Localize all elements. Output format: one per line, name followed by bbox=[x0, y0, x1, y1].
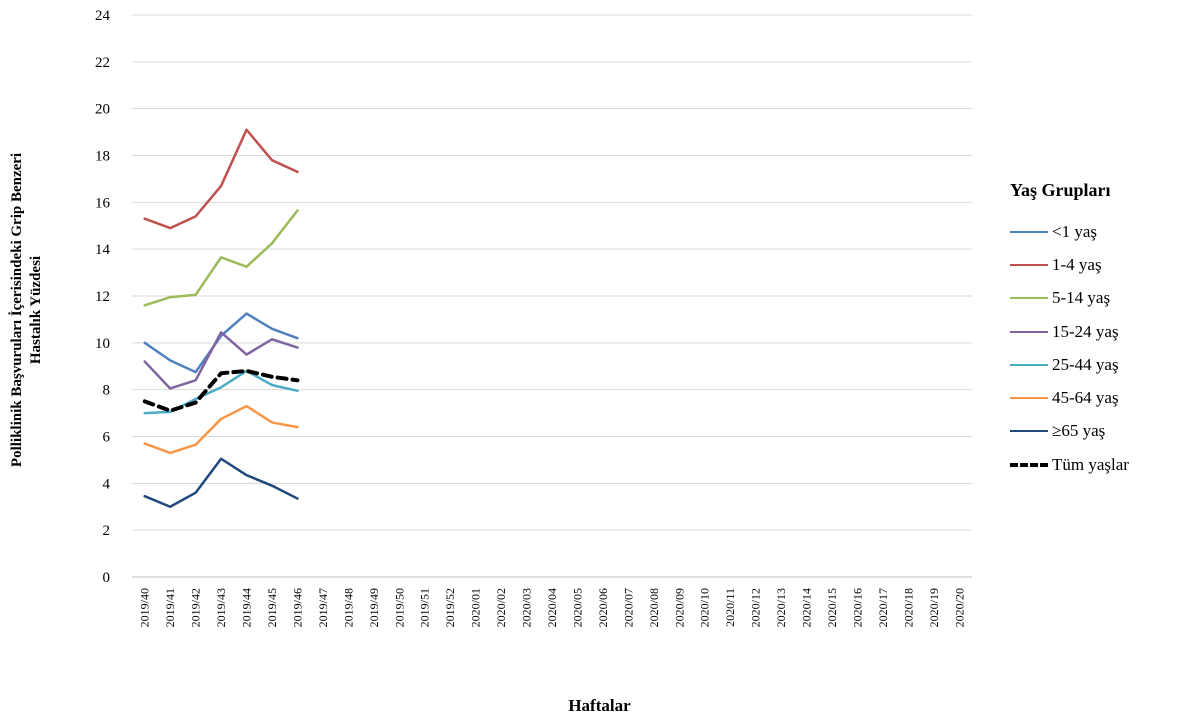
x-tick-label: 2020/12 bbox=[749, 588, 763, 627]
x-tick-label: 2020/02 bbox=[494, 588, 508, 627]
series-line bbox=[143, 369, 299, 415]
y-tick-label: 4 bbox=[103, 476, 111, 492]
x-tick-label: 2019/47 bbox=[316, 588, 330, 627]
legend-item: 45-64 yaş bbox=[1010, 381, 1195, 414]
legend-label: ≥65 yaş bbox=[1052, 421, 1106, 441]
x-tick-label: 2019/49 bbox=[367, 588, 381, 627]
legend: Yaş Grupları <1 yaş 1-4 yaş 5-14 yaş 15-24 … bbox=[1010, 180, 1195, 481]
x-tick-label: 2020/05 bbox=[570, 588, 584, 627]
legend-item: 5-14 yaş bbox=[1010, 282, 1195, 315]
x-tick-label: 2020/06 bbox=[596, 588, 610, 627]
legend-swatch bbox=[1010, 297, 1048, 300]
x-tick-label: 2020/03 bbox=[520, 588, 534, 627]
legend-swatch bbox=[1010, 462, 1048, 467]
x-tick-label: 2020/01 bbox=[469, 588, 483, 627]
y-axis-title-line-1: Polliklinik Başvuruları İçerisindeki Gri… bbox=[9, 152, 25, 468]
legend-label: <1 yaş bbox=[1052, 221, 1097, 241]
y-tick-label: 0 bbox=[103, 570, 111, 586]
y-tick-label: 10 bbox=[95, 336, 110, 352]
x-tick-label: 2019/44 bbox=[240, 588, 254, 627]
x-tick-label: 2019/46 bbox=[290, 588, 304, 627]
y-tick-label: 24 bbox=[95, 8, 111, 24]
y-tick-label: 12 bbox=[95, 289, 110, 305]
legend-label: Tüm yaşlar bbox=[1052, 454, 1129, 474]
x-tick-label: 2020/11 bbox=[723, 588, 737, 627]
x-tick-label: 2020/16 bbox=[850, 588, 864, 627]
y-axis-title-line-2: Hastalık Yüzdesi bbox=[28, 255, 44, 365]
legend-swatch bbox=[1010, 397, 1048, 400]
legend-swatch bbox=[1010, 363, 1048, 366]
legend-title: Yaş Grupları bbox=[1010, 180, 1111, 200]
series-line bbox=[143, 404, 299, 455]
y-tick-label: 2 bbox=[103, 523, 111, 539]
legend-item: ≥65 yaş bbox=[1010, 415, 1195, 448]
y-tick-label: 18 bbox=[95, 149, 110, 165]
x-tick-label: 2020/07 bbox=[621, 588, 635, 627]
legend-label: 25-44 yaş bbox=[1052, 354, 1119, 374]
x-tick-label: 2020/04 bbox=[545, 588, 559, 627]
y-tick-label: 8 bbox=[103, 383, 111, 399]
x-tick-label: 2019/50 bbox=[392, 588, 406, 627]
y-tick-label: 14 bbox=[95, 242, 111, 258]
x-tick-label: 2019/51 bbox=[418, 588, 432, 627]
x-tick-label: 2019/40 bbox=[138, 588, 152, 627]
y-axis-title: Polliklinik Başvuruları İçerisindeki Gri… bbox=[0, 0, 44, 467]
x-tick-label: 2020/19 bbox=[927, 588, 941, 627]
legend-item: <1 yaş bbox=[1010, 215, 1195, 248]
x-tick-label: 2020/08 bbox=[647, 588, 661, 627]
legend-item: Tüm yaşlar bbox=[1010, 448, 1195, 481]
series-line bbox=[143, 128, 299, 230]
x-tick-label: 2019/41 bbox=[163, 588, 177, 627]
x-tick-label: 2019/42 bbox=[189, 588, 203, 627]
legend-swatch bbox=[1010, 230, 1048, 233]
legend-swatch bbox=[1010, 430, 1048, 433]
legend-label: 45-64 yaş bbox=[1052, 388, 1119, 408]
x-tick-label: 2019/43 bbox=[214, 588, 228, 627]
series-line bbox=[143, 457, 299, 508]
x-tick-label: 2020/18 bbox=[901, 588, 915, 627]
y-tick-label: 22 bbox=[95, 55, 110, 71]
legend-label: 1-4 yaş bbox=[1052, 254, 1102, 274]
x-tick-label: 2020/17 bbox=[876, 588, 890, 627]
y-tick-label: 6 bbox=[103, 430, 111, 446]
x-tick-label: 2019/48 bbox=[341, 588, 355, 627]
x-tick-label: 2020/09 bbox=[672, 588, 686, 627]
x-tick-label: 2020/13 bbox=[774, 588, 788, 627]
y-tick-label: 20 bbox=[95, 102, 110, 118]
x-tick-label: 2020/20 bbox=[952, 588, 966, 627]
legend-swatch bbox=[1010, 263, 1048, 266]
x-tick-label: 2019/45 bbox=[265, 588, 279, 627]
y-tick-label: 16 bbox=[95, 195, 111, 211]
x-axis-title: Haftalar bbox=[568, 696, 631, 715]
legend-label: 15-24 yaş bbox=[1052, 321, 1119, 341]
x-tick-label: 2020/14 bbox=[800, 588, 814, 627]
legend-item: 1-4 yaş bbox=[1010, 248, 1195, 281]
legend-swatch bbox=[1010, 330, 1048, 333]
series-line bbox=[143, 209, 299, 307]
x-tick-label: 2020/15 bbox=[825, 588, 839, 627]
series-line bbox=[142, 368, 300, 413]
legend-item: 15-24 yaş bbox=[1010, 315, 1195, 348]
legend-item: 25-44 yaş bbox=[1010, 348, 1195, 381]
legend-label: 5-14 yaş bbox=[1052, 288, 1111, 308]
series-line bbox=[143, 331, 299, 390]
x-tick-label: 2020/10 bbox=[698, 588, 712, 627]
series-line bbox=[143, 312, 299, 374]
x-tick-label: 2019/52 bbox=[443, 588, 457, 627]
